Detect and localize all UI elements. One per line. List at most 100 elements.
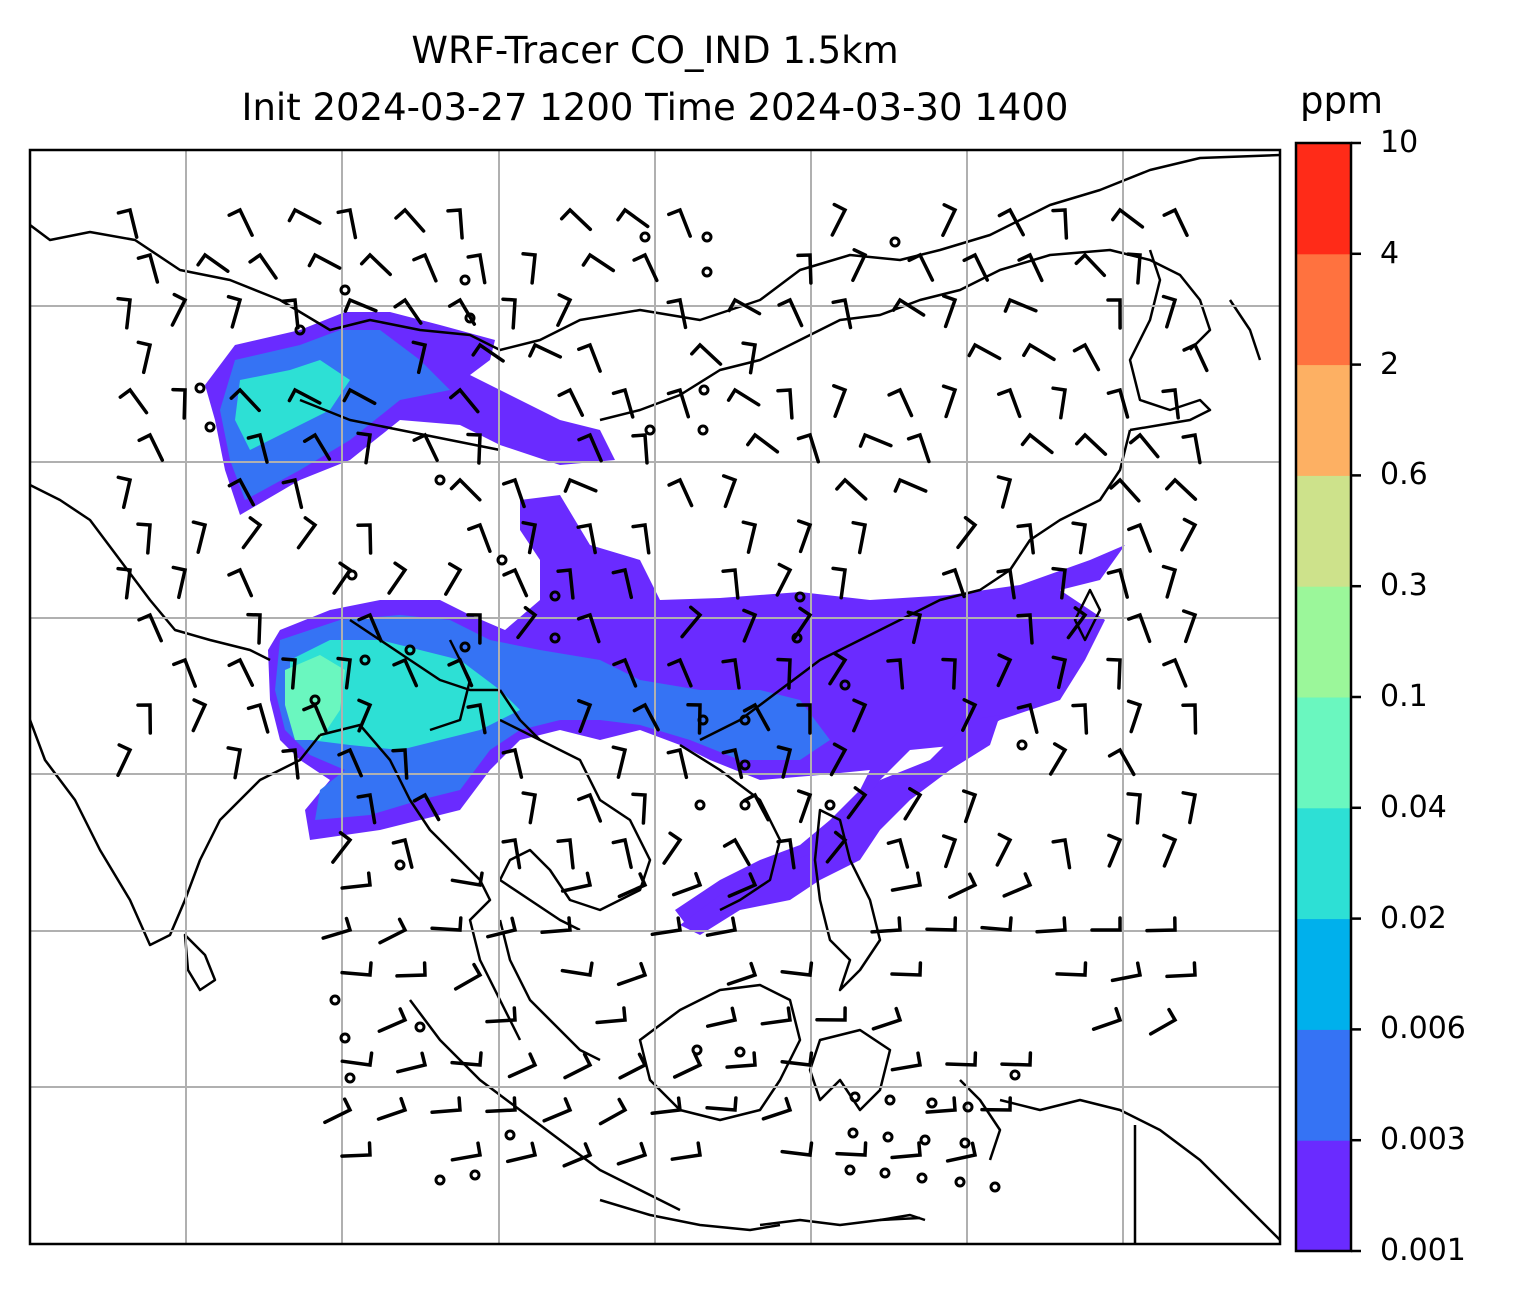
wind-barb	[1106, 657, 1122, 690]
wind-barb-calm	[698, 384, 710, 396]
wind-barb	[831, 566, 847, 600]
wind-barb	[941, 834, 958, 869]
wind-barb	[281, 477, 304, 510]
wind-barb-calm	[329, 994, 341, 1006]
wind-barb	[595, 1006, 627, 1025]
wind-barb	[392, 657, 419, 688]
wind-barb	[858, 432, 893, 448]
wind-barb-calm	[701, 231, 713, 243]
wind-barb	[666, 387, 691, 419]
colorbar-segment	[1296, 475, 1351, 587]
wind-barb	[961, 789, 978, 824]
wind-barb	[680, 605, 703, 639]
colorbar-segment	[1296, 253, 1351, 366]
wind-barb	[631, 792, 647, 825]
plume-northwest-inner	[235, 360, 350, 450]
wind-barb	[722, 837, 751, 867]
wind-barb-calm	[434, 474, 446, 486]
wind-barb-calm	[959, 1137, 971, 1149]
wind-barb	[521, 520, 538, 555]
wind-barb	[485, 1096, 517, 1114]
wind-barb-calm	[504, 1129, 516, 1141]
wind-barb	[906, 610, 923, 645]
wind-barb	[501, 297, 517, 330]
wind-barb	[852, 698, 868, 733]
wind-barb	[196, 252, 230, 273]
wind-barb	[941, 203, 958, 238]
wind-barb	[632, 252, 659, 283]
wind-barb	[171, 565, 188, 600]
plume-southeast	[680, 715, 1000, 935]
wind-barb	[941, 294, 958, 329]
coast-java	[599, 1198, 781, 1232]
wind-barb	[1055, 961, 1088, 977]
wind-barb	[925, 916, 958, 932]
wind-barb	[136, 703, 153, 735]
wind-barb	[1090, 916, 1122, 932]
wind-barb	[825, 830, 848, 864]
wind-barb-calm	[884, 1094, 896, 1106]
wind-barb	[1016, 702, 1039, 734]
wind-barb	[395, 961, 427, 978]
wind-barb	[1075, 432, 1108, 456]
wind-barb	[116, 296, 132, 330]
wind-barb	[1051, 655, 1068, 690]
wind-barb	[1016, 613, 1034, 645]
wind-barb	[611, 745, 628, 779]
wind-barb	[563, 1052, 593, 1080]
wind-barb	[1111, 207, 1145, 229]
coast-china-inner	[599, 248, 1212, 422]
wind-barb	[611, 567, 634, 600]
wind-barb	[662, 831, 683, 865]
wind-barb	[831, 297, 853, 330]
wind-barb	[357, 612, 383, 643]
wind-barb	[191, 520, 208, 554]
wind-barb	[136, 252, 160, 284]
wind-barb	[562, 1142, 593, 1168]
wind-barb-calm	[839, 679, 851, 691]
wind-barb	[796, 703, 812, 735]
wind-barb	[556, 293, 573, 327]
colorbar-tick-label: 10	[1380, 125, 1419, 160]
wind-barb	[502, 567, 529, 598]
wind-barb	[447, 297, 477, 326]
wind-barb	[1051, 566, 1067, 600]
coast-philippines	[813, 808, 882, 992]
wind-barb	[342, 387, 377, 406]
coast-india-west	[30, 483, 271, 662]
colorbar-tick-label: 0.006	[1380, 1011, 1466, 1047]
wind-barb	[828, 651, 848, 686]
wind-barb	[650, 1096, 682, 1116]
wind-barb	[721, 568, 740, 600]
coast-srilanka	[183, 933, 217, 992]
wind-barb	[576, 522, 597, 555]
wind-barb	[796, 519, 813, 554]
wind-barb	[1162, 207, 1189, 238]
wind-barb	[170, 292, 188, 327]
wind-barb	[116, 566, 132, 600]
wind-barb	[632, 702, 660, 732]
wind-barb	[394, 207, 426, 233]
wind-barb-calm	[847, 1127, 859, 1139]
wind-barb	[830, 202, 848, 237]
wind-barb	[832, 384, 848, 418]
wind-barb	[1126, 252, 1142, 285]
wind-barb	[1071, 703, 1089, 735]
wind-barb	[1020, 432, 1054, 455]
wind-barb-calm	[734, 1046, 746, 1058]
wind-barb	[1181, 703, 1198, 735]
wind-barb	[780, 1141, 814, 1157]
wind-barb	[507, 1052, 538, 1079]
wind-barb-calm	[339, 284, 351, 296]
wind-barb	[446, 208, 464, 240]
wind-barb	[1107, 747, 1136, 777]
wind-barb	[377, 1007, 408, 1033]
wind-barb	[1003, 297, 1038, 313]
wind-barb	[1017, 252, 1044, 283]
wind-barb	[1106, 567, 1129, 599]
wind-barb-calm	[701, 266, 713, 278]
wind-barb-calm	[194, 382, 206, 394]
wind-barb	[886, 837, 910, 869]
colorbar-segment	[1296, 1029, 1351, 1141]
wind-barb	[1181, 609, 1198, 644]
